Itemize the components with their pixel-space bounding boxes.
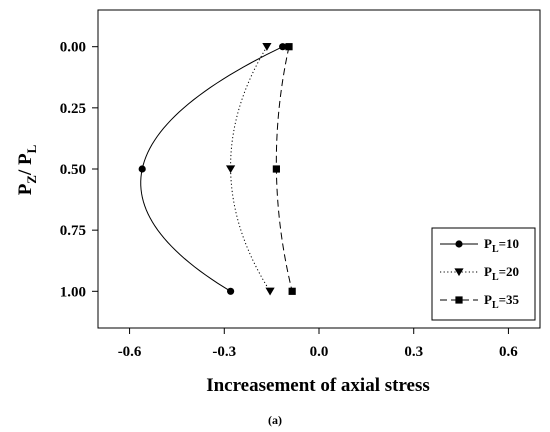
- y-tick-label: 0.50: [60, 162, 86, 178]
- y-axis-ticks: 0.00 0.25 0.50 0.75 1.00: [60, 40, 98, 300]
- x-tick-label: -0.3: [212, 344, 236, 360]
- y-tick-label: 0.00: [60, 40, 86, 56]
- legend-marker-0: [455, 240, 463, 248]
- series-1-point: [265, 287, 275, 296]
- series-line-1: [230, 46, 271, 292]
- x-tick-label: 0.0: [310, 344, 329, 360]
- series-markers: [138, 43, 296, 296]
- figure-caption: (a): [268, 413, 282, 427]
- y-axis-title-sub2: L: [24, 144, 39, 153]
- series-0-point: [227, 287, 235, 295]
- legend-label-main: P: [484, 264, 492, 279]
- x-tick-label: -0.6: [118, 344, 142, 360]
- series-1-point: [262, 43, 272, 51]
- legend-label-0: PL=10: [484, 236, 519, 255]
- series-2-point: [288, 287, 296, 295]
- legend-label-value: =20: [499, 264, 519, 279]
- legend-label-1: PL=20: [484, 264, 519, 283]
- y-tick-label: 0.75: [60, 223, 86, 239]
- x-axis-ticks: -0.6 -0.3 0.0 0.3 0.6: [118, 328, 518, 360]
- legend-marker-2: [455, 296, 463, 304]
- legend-label-main: P: [484, 236, 492, 251]
- series-2-point: [272, 165, 280, 173]
- x-axis-title: Increasement of axial stress: [206, 375, 430, 396]
- legend-label-value: =10: [499, 236, 519, 251]
- legend-label-value: =35: [499, 292, 520, 307]
- x-tick-label: 0.6: [499, 344, 518, 360]
- x-tick-label: 0.3: [404, 344, 423, 360]
- y-axis-title-p2: P: [15, 153, 36, 165]
- legend-marker-1: [454, 268, 464, 277]
- series-lines: [140, 46, 293, 292]
- series-1-point: [226, 165, 236, 174]
- legend-label-sub: L: [492, 300, 499, 311]
- y-axis-title-sub1: Z: [24, 175, 39, 184]
- series-0-point: [279, 43, 287, 51]
- legend-box: [431, 227, 536, 321]
- y-axis-title-p1: P: [15, 183, 36, 195]
- y-tick-label: 0.25: [60, 101, 86, 117]
- series-0-point: [138, 165, 146, 173]
- y-tick-label: 1.00: [60, 284, 86, 300]
- series-2-point: [285, 43, 293, 51]
- y-axis-title-sep: /: [15, 165, 36, 176]
- legend-label-2: PL=35: [484, 292, 520, 311]
- legend-label-sub: L: [492, 244, 499, 255]
- y-axis-title: PZ/ PL: [15, 144, 39, 195]
- legend-label-main: P: [484, 292, 492, 307]
- legend-label-sub: L: [492, 272, 499, 283]
- series-line-0: [140, 46, 283, 292]
